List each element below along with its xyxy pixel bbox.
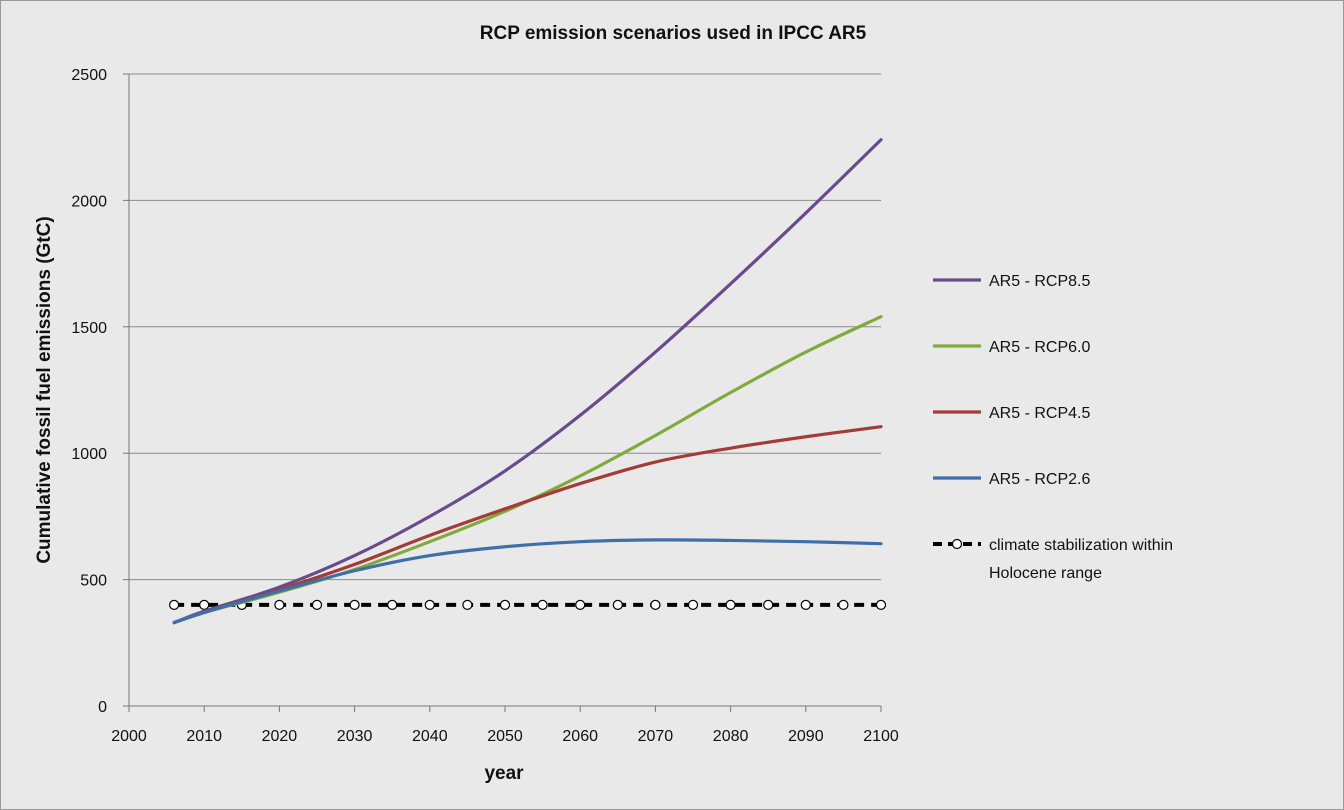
y-tick-label: 1000 — [71, 446, 107, 463]
data-point-climate-stabilization-within-holocene-range — [387, 599, 398, 610]
x-axis-label: year — [484, 763, 524, 784]
data-point-climate-stabilization-within-holocene-range — [274, 599, 285, 610]
series-line-ar5-rcp2-6 — [172, 538, 883, 625]
series-group — [169, 138, 887, 625]
legend-label-ar5-rcp6-0: AR5 - RCP6.0 — [989, 339, 1090, 356]
data-point-climate-stabilization-within-holocene-range — [575, 599, 586, 610]
x-tick-label: 2090 — [788, 728, 824, 745]
x-axis-ticks: 2000 2010 2020 2030 2040 2050 2060 2070 2080 2090… — [111, 706, 899, 745]
y-tick-label: 500 — [80, 573, 107, 590]
x-tick-label: 2050 — [487, 728, 523, 745]
y-tick-label: 0 — [98, 699, 107, 716]
x-tick-label: 2060 — [562, 728, 598, 745]
data-point-climate-stabilization-within-holocene-range — [169, 599, 180, 610]
x-tick-label: 2080 — [713, 728, 749, 745]
series-line-ar5-rcp6-0 — [172, 315, 883, 625]
x-tick-label: 2100 — [863, 728, 899, 745]
data-point-climate-stabilization-within-holocene-range — [763, 599, 774, 610]
legend-label-ar5-rcp4-5: AR5 - RCP4.5 — [989, 405, 1090, 422]
x-tick-label: 2010 — [186, 728, 222, 745]
series-line-ar5-rcp8-5 — [172, 138, 883, 625]
data-point-climate-stabilization-within-holocene-range — [838, 599, 849, 610]
y-axis-label: Cumulative fossil fuel emissions (GtC) — [34, 216, 55, 563]
data-point-climate-stabilization-within-holocene-range — [311, 599, 323, 610]
legend-label-ar5-rcp8-5: AR5 - RCP8.5 — [989, 273, 1090, 290]
data-point-climate-stabilization-within-holocene-range — [499, 599, 511, 610]
axes — [128, 74, 881, 707]
data-point-climate-stabilization-within-holocene-range — [650, 599, 661, 610]
data-point-climate-stabilization-within-holocene-range — [424, 599, 435, 610]
data-point-climate-stabilization-within-holocene-range — [800, 599, 811, 610]
gridlines — [129, 73, 881, 581]
chart-title: RCP emission scenarios used in IPCC AR5 — [480, 23, 867, 44]
y-tick-label: 1500 — [71, 320, 107, 337]
x-tick-label: 2040 — [412, 728, 448, 745]
legend-label-climate-stabilization-within-holocene-range: climate stabilization within Holocene ran… — [989, 537, 1173, 582]
data-point-climate-stabilization-within-holocene-range — [612, 599, 623, 610]
data-point-climate-stabilization-within-holocene-range — [537, 599, 548, 610]
legend-marker-climate-stabilization-within-holocene-range — [951, 538, 963, 550]
data-point-climate-stabilization-within-holocene-range — [199, 599, 210, 610]
y-tick-label: 2000 — [71, 193, 107, 210]
x-tick-label: 2020 — [262, 728, 298, 745]
x-tick-label: 2000 — [111, 728, 147, 745]
x-tick-label: 2070 — [638, 728, 674, 745]
y-tick-label: 2500 — [71, 67, 107, 84]
data-point-climate-stabilization-within-holocene-range — [349, 599, 360, 610]
data-point-climate-stabilization-within-holocene-range — [462, 599, 473, 610]
x-tick-label: 2030 — [337, 728, 373, 745]
data-point-climate-stabilization-within-holocene-range — [875, 599, 887, 610]
legend: AR5 - RCP8.5 AR5 - RCP6.0 AR5 - RCP4.5 AR5 … — [933, 273, 1173, 582]
y-axis-ticks: 0 500 1000 1500 2000 2500 — [71, 67, 129, 716]
data-point-climate-stabilization-within-holocene-range — [687, 599, 699, 610]
data-point-climate-stabilization-within-holocene-range — [725, 599, 736, 610]
legend-label-ar5-rcp2-6: AR5 - RCP2.6 — [989, 471, 1090, 488]
